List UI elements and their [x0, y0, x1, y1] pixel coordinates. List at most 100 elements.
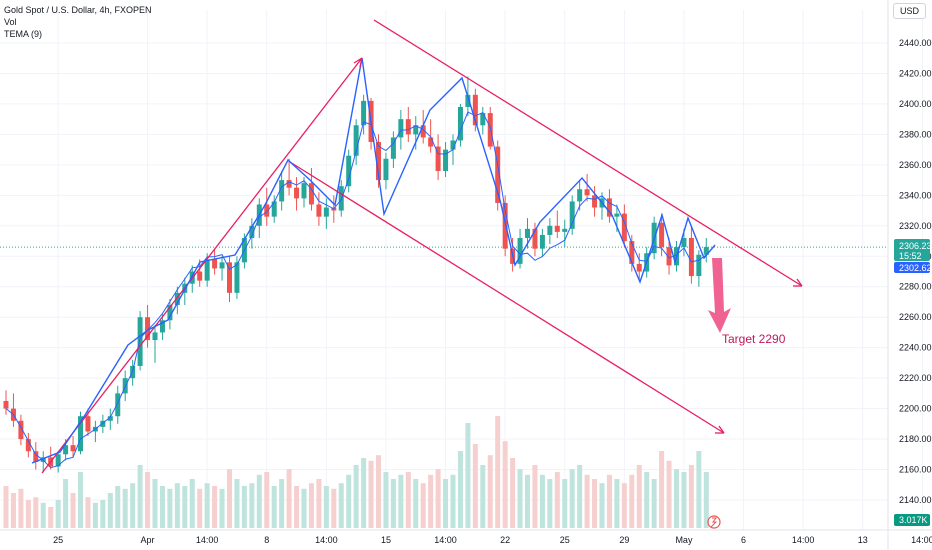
volume-bar [621, 483, 627, 528]
zigzag-wave[interactable] [31, 57, 716, 464]
candle-body [100, 420, 106, 427]
x-tick-label: 14:00 [792, 535, 815, 545]
volume-bar [584, 474, 590, 528]
volume-bar [294, 486, 300, 528]
candlestick-series [3, 76, 709, 473]
volume-bar [18, 488, 24, 528]
volume-bar [85, 497, 91, 528]
volume-bar [554, 472, 560, 528]
volume-bar [636, 465, 642, 528]
currency-button[interactable]: USD [893, 3, 926, 19]
candle-body [577, 189, 583, 202]
chart-legend: Gold Spot / U.S. Dollar, 4h, FXOPEN Vol … [4, 4, 152, 40]
volume-bar [361, 458, 367, 528]
candle-body [562, 228, 568, 232]
volume-bar [487, 455, 493, 528]
volume-bar [443, 479, 449, 528]
replay-icon[interactable] [707, 515, 721, 529]
arrowhead-a [353, 57, 363, 64]
candle-body [346, 155, 352, 187]
volume-bar [480, 465, 486, 528]
candle-body [569, 201, 575, 229]
svg-text:3.017K: 3.017K [899, 515, 928, 525]
volume-bar [323, 486, 329, 528]
candle-body [33, 451, 39, 462]
upper-channel-line[interactable] [373, 19, 803, 287]
volume-bar [137, 465, 143, 528]
candle-body [219, 262, 225, 269]
x-tick-label: Apr [141, 535, 155, 545]
volume-bar [3, 486, 9, 528]
candle-body [145, 317, 151, 341]
volume-bar [368, 460, 374, 528]
arrowhead-b [359, 57, 363, 68]
volume-bar [599, 483, 605, 528]
x-tick-label: 14:00 [434, 535, 457, 545]
volume-bar [398, 474, 404, 528]
x-tick-label: 15 [381, 535, 391, 545]
price-axis[interactable]: 2140.00 2160.00 2180.00 2200.00 2220.00 2240.… [899, 38, 932, 505]
arrowhead-d [796, 278, 803, 287]
volume-bar [517, 469, 523, 528]
volume-bar [666, 460, 672, 528]
y-tick-label: 2240.00 [899, 343, 932, 353]
candle-body [3, 400, 9, 409]
x-tick-label: 8 [264, 535, 269, 545]
time-axis[interactable]: 25 Apr 14:00 8 14:00 15 14:00 22 25 29 May 6 14:00 13… [53, 535, 932, 545]
candle-body [666, 247, 672, 266]
drawing-tools: Target 2290 [31, 19, 803, 474]
candle-body [376, 142, 381, 181]
uptrend-line[interactable] [41, 57, 363, 474]
arrowhead-f [718, 425, 725, 434]
volume-bar [271, 486, 277, 528]
volume-bar [212, 486, 218, 528]
volume-bar [383, 472, 389, 528]
x-tick-label: 25 [53, 535, 63, 545]
volume-indicator-label[interactable]: Vol [4, 17, 17, 27]
volume-bar [547, 479, 553, 528]
candle-body [465, 94, 471, 107]
volume-bar [651, 479, 657, 528]
candle-body [323, 207, 329, 217]
volume-bar [130, 483, 136, 528]
y-tick-label: 2220.00 [899, 373, 932, 383]
y-tick-label: 2360.00 [899, 160, 932, 170]
candle-body [480, 113, 486, 126]
volume-bar [25, 500, 31, 528]
y-tick-label: 2400.00 [899, 99, 932, 109]
candle-body [405, 119, 411, 135]
volume-bar [525, 474, 530, 528]
target-arrow[interactable] [708, 258, 731, 333]
volume-bar [465, 423, 471, 528]
symbol-title[interactable]: Gold Spot / U.S. Dollar, 4h, FXOPEN [4, 5, 152, 15]
volume-bar [420, 483, 426, 528]
candle-body [271, 201, 277, 217]
candle-body [659, 222, 665, 248]
candle-body [413, 125, 419, 135]
candle-body [18, 420, 24, 440]
candle-body [390, 137, 396, 159]
volume-bar [167, 488, 173, 528]
volume-bar [78, 472, 83, 528]
y-tick-label: 2380.00 [899, 129, 932, 139]
tema-indicator-label[interactable]: TEMA (9) [4, 29, 43, 39]
y-tick-label: 2340.00 [899, 190, 932, 200]
volume-bar [390, 479, 396, 528]
volume-bar [70, 493, 76, 528]
candle-body [353, 125, 359, 156]
volume-bar [495, 416, 501, 528]
candle-body [487, 113, 493, 147]
candle-body [703, 247, 709, 255]
candle-body [539, 234, 545, 249]
volume-bar [33, 497, 39, 528]
volume-bar [316, 479, 322, 528]
candle-body [428, 137, 434, 147]
x-tick-label: 13 [858, 535, 868, 545]
candle-body [688, 237, 694, 277]
volume-bar [450, 474, 456, 528]
lower-channel-line[interactable] [289, 161, 725, 434]
volume-bar [286, 469, 292, 528]
volume-bar [63, 479, 69, 528]
candle-body [621, 213, 627, 242]
